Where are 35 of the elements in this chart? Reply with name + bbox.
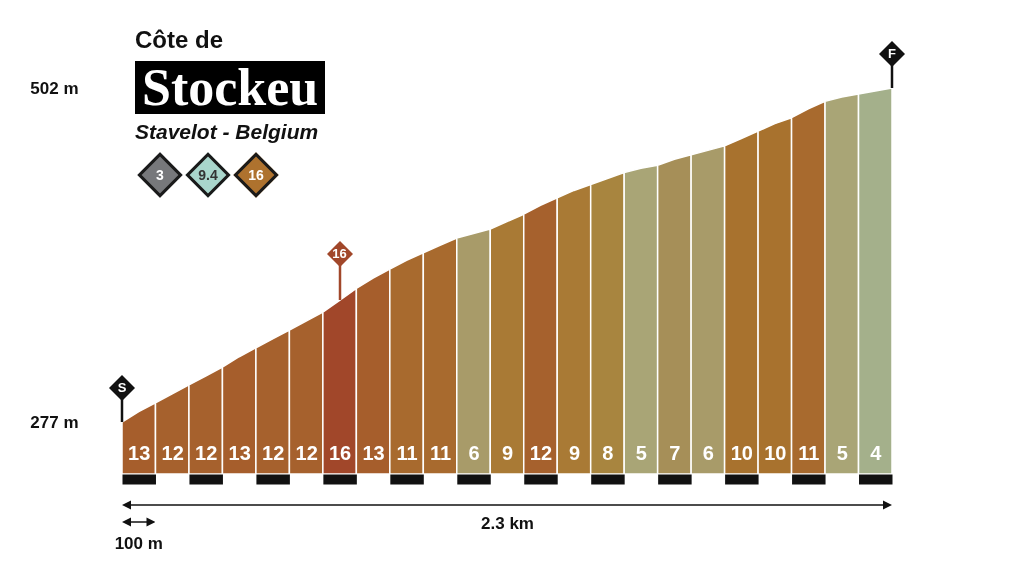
- x-tick-label: 4: [870, 441, 883, 464]
- x-tick-label: 6: [468, 441, 480, 464]
- x-tick-label: 13: [128, 441, 151, 464]
- data-label: S: [117, 380, 127, 397]
- x-tick-label: 6: [702, 441, 714, 464]
- x-tick-label: 5: [635, 441, 647, 464]
- text: Stavelot - Belgium: [135, 119, 319, 145]
- x-tick-label: 12: [195, 441, 218, 464]
- chart-title: Côte de Stockeu: [135, 26, 320, 116]
- annotation: 16: [332, 246, 347, 263]
- x-tick-label: 12: [161, 441, 184, 464]
- x-tick-label: 5: [836, 441, 848, 464]
- x-tick-label: 12: [262, 441, 285, 464]
- y-tick-label: 502 m: [30, 78, 79, 98]
- annotation: 16: [248, 166, 264, 184]
- x-axis-title: 2.3 km: [481, 513, 534, 533]
- x-tick-label: 10: [730, 441, 753, 464]
- x-tick-label: 12: [529, 441, 553, 464]
- x-tick-label: 8: [602, 441, 614, 464]
- annotation: 9.4: [198, 166, 218, 184]
- data-label: F: [888, 46, 896, 62]
- x-tick-label: 11: [429, 441, 452, 464]
- x-tick-label: 16: [328, 441, 352, 464]
- y-tick-label: 277 m: [30, 412, 79, 432]
- x-tick-label: 11: [798, 441, 820, 464]
- x-tick-label: 9: [568, 441, 581, 464]
- x-tick-label: 13: [362, 441, 385, 464]
- x-tick-label: 7: [669, 441, 681, 464]
- x-tick-label: 11: [396, 441, 418, 464]
- x-tick-label: 13: [228, 441, 251, 464]
- x-tick-label: 9: [501, 441, 514, 464]
- annotation: 3: [156, 166, 164, 184]
- x-tick-label: 10: [764, 441, 787, 464]
- x-tick-label: 12: [295, 441, 318, 464]
- text: 100 m: [114, 533, 163, 555]
